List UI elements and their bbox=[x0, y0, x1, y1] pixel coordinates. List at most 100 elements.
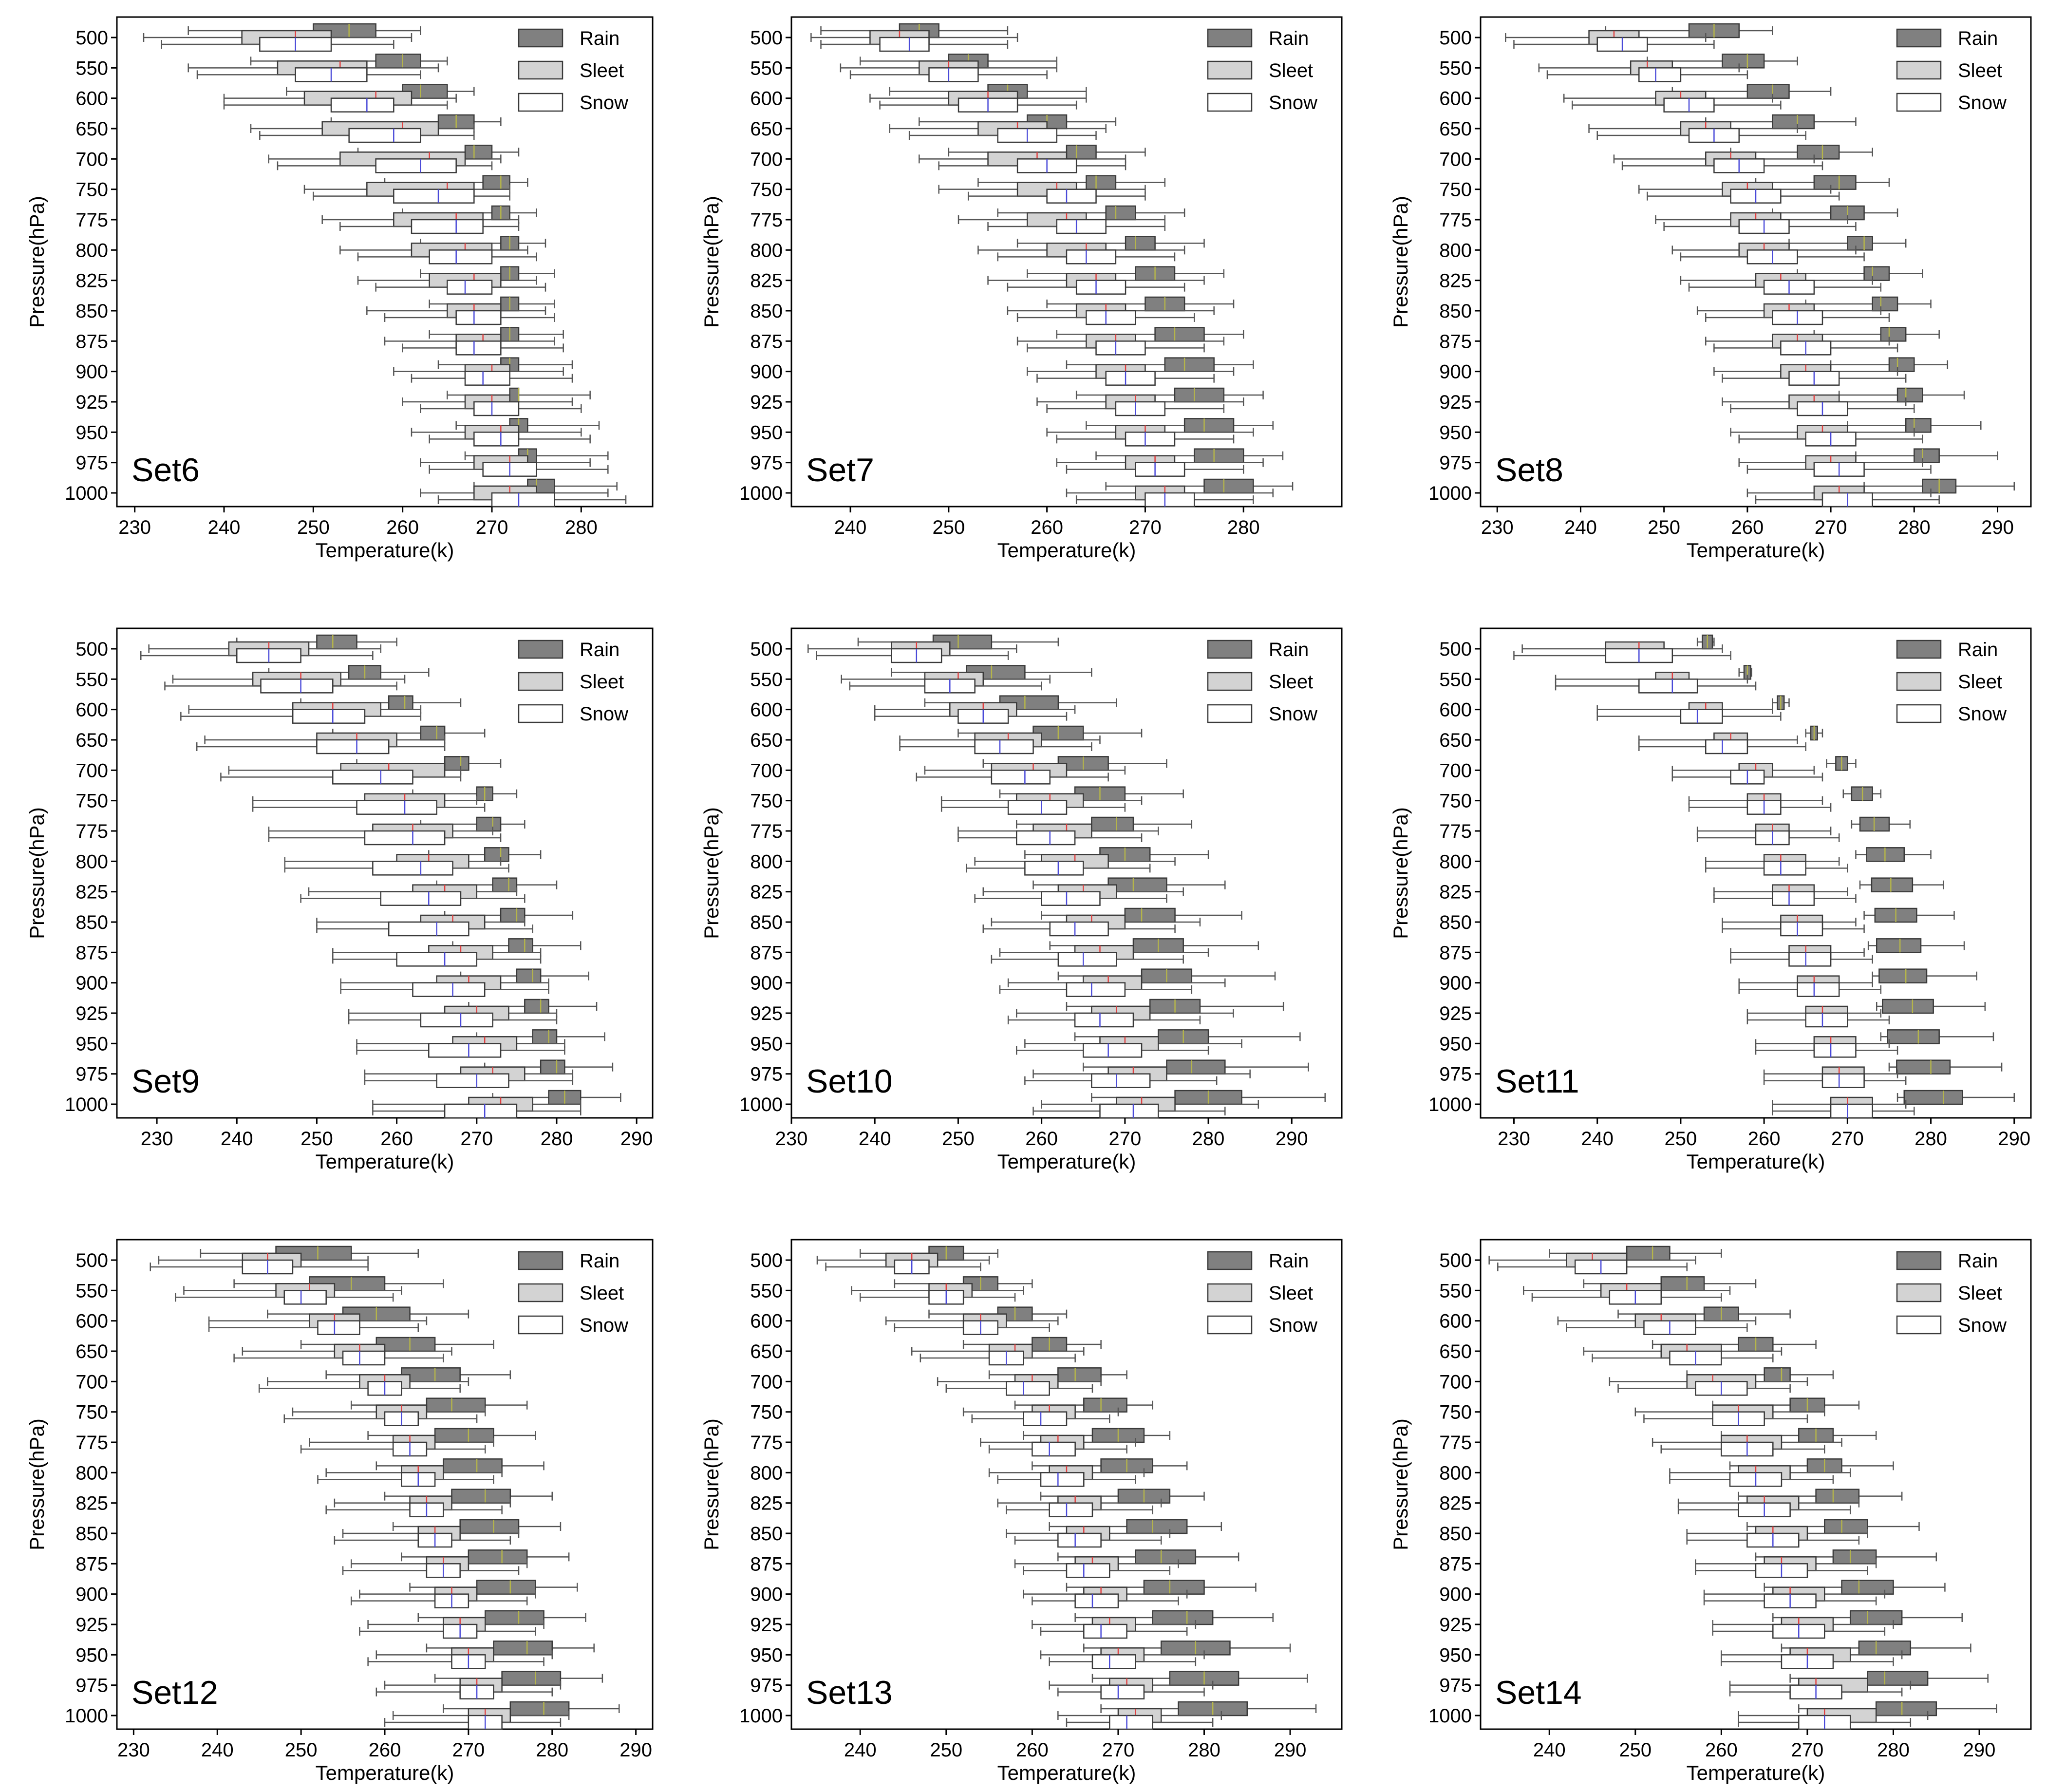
rain-box bbox=[316, 634, 357, 650]
y-tick-label: 700 bbox=[750, 760, 783, 781]
rain-box bbox=[493, 1641, 553, 1656]
y-tick-label: 1000 bbox=[739, 1094, 783, 1115]
snow-box bbox=[412, 982, 486, 997]
legend-swatch-sleet bbox=[1207, 672, 1253, 691]
y-axis-label: Pressure(hPa) bbox=[1389, 196, 1412, 328]
x-tick-label: 280 bbox=[1877, 1739, 1910, 1761]
legend-swatch-sleet bbox=[518, 60, 563, 80]
x-tick-label: 250 bbox=[285, 1739, 318, 1761]
snow-box bbox=[411, 219, 484, 234]
y-tick-label: 900 bbox=[750, 361, 783, 383]
y-tick-label: 500 bbox=[1439, 27, 1472, 49]
snow-box bbox=[317, 1320, 360, 1335]
y-tick-label: 925 bbox=[1439, 1614, 1472, 1636]
snow-box bbox=[1049, 921, 1109, 937]
snow-box bbox=[1057, 952, 1117, 967]
y-tick-label: 600 bbox=[75, 1311, 108, 1332]
x-tick-label: 230 bbox=[141, 1128, 173, 1150]
rain-box bbox=[1876, 938, 1922, 953]
legend-label-snow: Snow bbox=[580, 92, 628, 113]
legend-swatch-rain bbox=[1896, 640, 1942, 659]
rain-box bbox=[1660, 1276, 1705, 1291]
y-tick-label: 925 bbox=[750, 1614, 783, 1636]
y-tick-label: 825 bbox=[750, 1493, 783, 1514]
y-tick-label: 800 bbox=[750, 240, 783, 261]
y-tick-label: 500 bbox=[750, 1250, 783, 1271]
rain-box bbox=[1166, 1059, 1226, 1075]
snow-box bbox=[444, 1103, 518, 1119]
y-tick-label: 925 bbox=[75, 392, 108, 413]
snow-box bbox=[491, 492, 555, 508]
axes-frame bbox=[116, 16, 654, 508]
y-tick-label: 1000 bbox=[1428, 1094, 1472, 1115]
x-tick-label: 260 bbox=[386, 517, 419, 538]
y-tick-label: 950 bbox=[1439, 1644, 1472, 1666]
y-tick-label: 550 bbox=[750, 1280, 783, 1302]
snow-box bbox=[1100, 1684, 1145, 1699]
set-label: Set14 bbox=[1495, 1674, 1582, 1711]
y-tick-label: 925 bbox=[1439, 1003, 1472, 1024]
y-tick-label: 850 bbox=[750, 301, 783, 322]
snow-box bbox=[372, 861, 453, 876]
y-tick-label: 700 bbox=[75, 760, 108, 781]
y-tick-label: 950 bbox=[75, 1033, 108, 1055]
snow-box bbox=[1066, 1563, 1110, 1578]
snow-box bbox=[1074, 1593, 1119, 1608]
y-tick-label: 975 bbox=[1439, 1675, 1472, 1697]
legend-swatch-rain bbox=[518, 1251, 563, 1270]
axes-frame bbox=[1480, 16, 2032, 508]
y-tick-label: 700 bbox=[75, 149, 108, 170]
y-tick-label: 900 bbox=[750, 1584, 783, 1605]
rain-box bbox=[426, 1397, 486, 1413]
rain-box bbox=[1105, 205, 1136, 221]
rain-box bbox=[1867, 1671, 1929, 1686]
y-tick-label: 875 bbox=[75, 1553, 108, 1575]
y-tick-label: 600 bbox=[1439, 699, 1472, 721]
rain-box bbox=[524, 999, 549, 1014]
y-tick-label: 800 bbox=[750, 851, 783, 872]
x-tick-label: 280 bbox=[565, 517, 598, 538]
y-tick-label: 700 bbox=[1439, 149, 1472, 170]
legend-swatch-snow bbox=[518, 1315, 563, 1335]
panel-set14: 500 550 600 650 700 750 775 800 825 850 875 900 925 9… bbox=[1389, 1239, 2032, 1784]
y-tick-label: 650 bbox=[75, 1341, 108, 1362]
x-axis-label: Temperature(k) bbox=[997, 1150, 1136, 1173]
y-tick-label: 875 bbox=[1439, 942, 1472, 963]
y-tick-label: 650 bbox=[75, 118, 108, 140]
legend-label-rain: Rain bbox=[580, 1250, 619, 1272]
snow-box bbox=[388, 921, 469, 937]
y-tick-label: 925 bbox=[750, 1003, 783, 1024]
x-tick-label: 280 bbox=[536, 1739, 568, 1761]
panel-set6: 500 550 600 650 700 750 775 800 825 850 875 900 925 9… bbox=[25, 16, 654, 562]
rain-box bbox=[1154, 327, 1205, 342]
rain-box bbox=[1914, 448, 1940, 463]
snow-box bbox=[1105, 371, 1156, 386]
y-tick-label: 600 bbox=[1439, 88, 1472, 110]
snow-box bbox=[260, 679, 334, 694]
set-label: Set9 bbox=[131, 1063, 200, 1100]
snow-box bbox=[1763, 861, 1806, 876]
snow-box bbox=[356, 800, 437, 815]
rain-box bbox=[1066, 145, 1097, 160]
x-tick-label: 290 bbox=[1274, 1739, 1307, 1761]
legend-swatch-sleet bbox=[1207, 1283, 1253, 1302]
snow-box bbox=[455, 340, 502, 356]
y-tick-label: 1000 bbox=[65, 483, 108, 504]
y-tick-label: 650 bbox=[750, 1341, 783, 1362]
snow-box bbox=[1788, 952, 1832, 967]
rain-box bbox=[1896, 387, 1923, 403]
y-tick-label: 925 bbox=[1439, 392, 1472, 413]
y-tick-label: 875 bbox=[1439, 1553, 1472, 1575]
y-tick-label: 650 bbox=[750, 118, 783, 140]
y-tick-label: 1000 bbox=[739, 1705, 783, 1727]
x-tick-label: 290 bbox=[1998, 1128, 2030, 1150]
x-tick-label: 270 bbox=[452, 1739, 485, 1761]
snow-box bbox=[1083, 1623, 1127, 1639]
rain-box bbox=[1849, 1610, 1903, 1625]
axes-frame bbox=[1480, 627, 2032, 1119]
x-tick-label: 280 bbox=[1192, 1128, 1225, 1150]
y-tick-label: 850 bbox=[750, 912, 783, 933]
snow-box bbox=[1797, 982, 1840, 997]
rain-box bbox=[1764, 1367, 1791, 1382]
y-tick-label: 800 bbox=[75, 851, 108, 872]
